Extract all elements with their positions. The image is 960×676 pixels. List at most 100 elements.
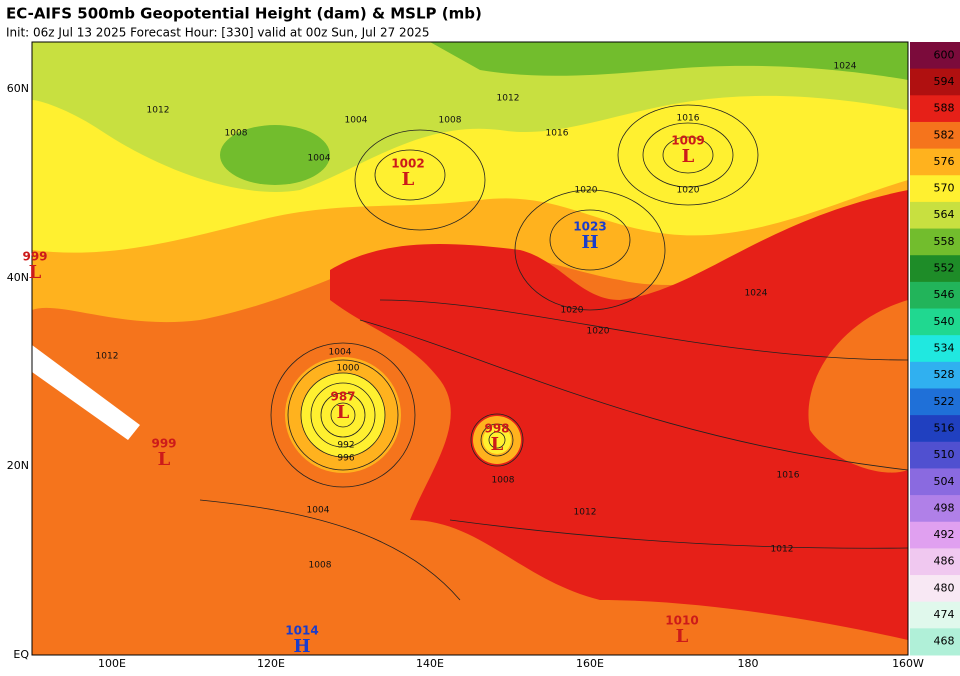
- colorbar-label: 486: [934, 555, 955, 568]
- colorbar-label: 546: [934, 288, 955, 301]
- isobar-label: 1004: [308, 154, 331, 164]
- isobar-label: 1008: [439, 116, 462, 126]
- colorbar-swatch: [910, 281, 960, 310]
- isobar-label: 1024: [834, 62, 857, 72]
- colorbar-label: 516: [934, 421, 955, 434]
- isobar-label: 1004: [345, 116, 368, 126]
- colorbar-label: 588: [934, 102, 955, 115]
- colorbar-swatch: [910, 95, 960, 123]
- colorbar-label: 564: [934, 208, 955, 221]
- map-frame: [31, 41, 909, 656]
- lon-label: 100E: [98, 657, 126, 670]
- pressure-center-symbol: L: [676, 626, 689, 647]
- colorbar-swatch: [910, 521, 960, 549]
- colorbar-label: 474: [934, 608, 955, 621]
- colorbar-swatch: [910, 495, 960, 523]
- colorbar-label: 576: [934, 155, 955, 168]
- colorbar-swatch: [910, 548, 960, 576]
- pressure-center-value: 998: [484, 422, 509, 436]
- colorbar-label: 468: [934, 635, 955, 648]
- map-field: [32, 42, 908, 655]
- colorbar-swatch: [910, 361, 960, 389]
- lat-label: 40N: [7, 271, 29, 284]
- colorbar-swatch: [910, 148, 960, 176]
- isobar-label: 992: [337, 441, 354, 451]
- colorbar-label: 492: [934, 528, 955, 541]
- subtitle: Init: 06z Jul 13 2025 Forecast Hour: [33…: [6, 26, 430, 40]
- title: EC-AIFS 500mb Geopotential Height (dam) …: [6, 5, 482, 23]
- colorbar-label: 600: [934, 48, 955, 61]
- isobar-label: 1012: [96, 352, 119, 362]
- lon-label: 180: [738, 657, 759, 670]
- pressure-center-value: 1023: [573, 220, 606, 234]
- colorbar-swatch: [910, 575, 960, 603]
- colorbar-swatch: [910, 255, 960, 283]
- pressure-center-value: 1002: [391, 157, 424, 171]
- colorbar-label: 498: [934, 501, 955, 514]
- colorbar-swatch: [910, 441, 960, 469]
- pressure-center-value: 1014: [285, 624, 318, 638]
- pressure-center-symbol: L: [158, 449, 171, 470]
- isobar-label: 996: [337, 454, 354, 464]
- colorbar-swatch: [910, 628, 960, 656]
- colorbar-swatch: [910, 121, 960, 150]
- isobar-label: 1012: [574, 508, 597, 518]
- pressure-center-symbol: L: [491, 434, 504, 455]
- colorbar-swatch: [910, 415, 960, 443]
- colorbar-swatch: [910, 42, 960, 70]
- isobar-label: 1000: [337, 364, 360, 374]
- colorbar-swatch: [910, 228, 960, 256]
- colorbar-swatch: [910, 68, 960, 96]
- colorbar-swatch: [910, 335, 960, 363]
- lon-label: 120E: [257, 657, 285, 670]
- colorbar-swatch: [910, 468, 960, 496]
- isobar-label: 1020: [561, 306, 584, 316]
- isobar-label: 1008: [225, 129, 248, 139]
- colorbar-label: 558: [934, 235, 955, 248]
- colorbar-swatch: [910, 175, 960, 203]
- colorbar-swatch: [910, 601, 960, 629]
- pressure-center-value: 1009: [671, 134, 704, 148]
- lon-label: 140E: [416, 657, 444, 670]
- isobar-label: 1012: [771, 545, 794, 555]
- isobar-label: 1020: [587, 327, 610, 337]
- pressure-center-symbol: L: [402, 169, 415, 190]
- pressure-center-symbol: L: [337, 402, 350, 423]
- isobar-label: 1024: [745, 289, 768, 299]
- isobar-label: 1004: [329, 348, 352, 358]
- pressure-center-symbol: L: [682, 146, 695, 167]
- lon-label: 160E: [576, 657, 604, 670]
- colorbar-swatch: [910, 201, 960, 230]
- colorbar-label: 570: [934, 182, 955, 195]
- colorbar-swatch: [910, 308, 960, 336]
- colorbar-label: 594: [934, 75, 955, 88]
- isobar-label: 1008: [492, 476, 515, 486]
- colorbar-label: 528: [934, 368, 955, 381]
- colorbar-swatch: [910, 388, 960, 416]
- isobar-label: 1012: [147, 106, 170, 116]
- isobar-label: 1016: [677, 114, 700, 124]
- colorbar-label: 534: [934, 342, 955, 355]
- isobar-label: 1020: [677, 186, 700, 196]
- isobar-label: 1016: [777, 471, 800, 481]
- isobar-label: 1012: [497, 94, 520, 104]
- lat-label: 20N: [7, 459, 29, 472]
- isobar-label: 1008: [309, 561, 332, 571]
- pressure-center-symbol: H: [293, 636, 310, 657]
- colorbar-label: 540: [934, 315, 955, 328]
- colorbar-label: 522: [934, 395, 955, 408]
- isobar-label: 1020: [575, 186, 598, 196]
- pressure-center-value: 987: [330, 390, 355, 404]
- colorbar-label: 582: [934, 128, 955, 141]
- lat-label: EQ: [13, 648, 29, 661]
- pressure-center-symbol: H: [581, 232, 598, 253]
- pressure-center-value: 1010: [665, 614, 698, 628]
- colorbar-label: 480: [934, 581, 955, 594]
- pressure-center-symbol: L: [29, 262, 42, 283]
- pressure-center-value: 999: [22, 250, 47, 264]
- lon-label: 160W: [892, 657, 924, 670]
- colorbar-label: 504: [934, 475, 955, 488]
- isobar-label: 1004: [307, 506, 330, 516]
- isobar-label: 1016: [546, 129, 569, 139]
